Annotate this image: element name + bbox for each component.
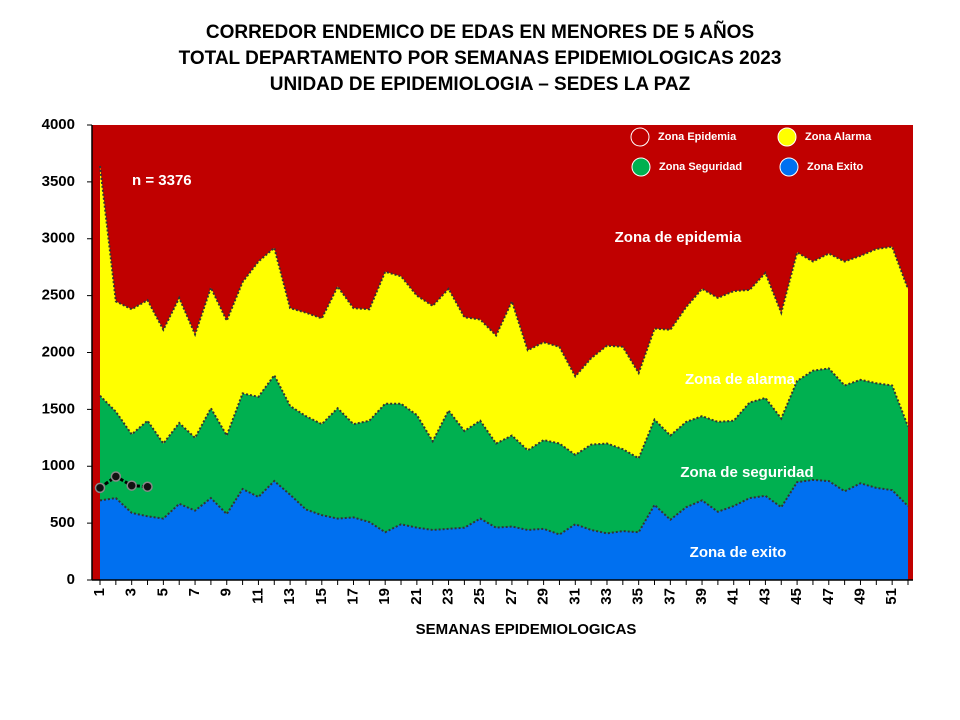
x-tick-label: 5	[154, 588, 171, 596]
x-tick-label: 11	[249, 588, 266, 604]
x-tick-label: 9	[218, 588, 235, 596]
x-tick-label: 13	[281, 588, 298, 605]
y-tick-label: 3500	[42, 173, 75, 190]
x-tick-label: 7	[186, 588, 203, 596]
x-tick-label: 21	[408, 588, 425, 605]
observed-point	[110, 471, 122, 482]
x-tick-label: 3	[123, 588, 140, 596]
x-tick-label: 29	[535, 588, 552, 605]
x-tick-label: 43	[756, 588, 773, 605]
x-tick-label: 41	[725, 588, 742, 605]
legend-label: Zona Alarma	[805, 131, 872, 143]
annotation: Zona de epidemia	[615, 229, 742, 246]
observed-point	[142, 481, 153, 492]
x-tick-label: 51	[883, 588, 900, 605]
legend-marker	[630, 127, 650, 147]
observed-point	[126, 480, 137, 491]
zone-boundary	[99, 367, 909, 460]
y-tick-label: 2000	[42, 343, 75, 360]
y-tick-label: 2500	[42, 287, 75, 304]
area-fill	[100, 479, 908, 580]
x-tick-label: 1	[91, 588, 108, 596]
annotation: Zona de seguridad	[680, 464, 813, 481]
legend-label: Zona Exito	[807, 161, 864, 173]
x-tick-label: 15	[313, 588, 330, 605]
x-tick-label: 49	[851, 588, 868, 605]
x-tick-label: 19	[376, 588, 393, 605]
annotation: n = 3376	[132, 172, 192, 189]
annotation: Zona de exito	[690, 544, 787, 561]
observed-line	[99, 474, 148, 490]
x-tick-label: 37	[661, 588, 678, 605]
chart-title: TOTAL DEPARTAMENTO POR SEMANAS EPIDEMIOL…	[179, 48, 782, 69]
x-tick-label: 17	[344, 588, 361, 605]
x-tick-label: 23	[440, 588, 457, 605]
x-tick-label: 33	[598, 588, 615, 605]
x-tick-label: 39	[693, 588, 710, 605]
chart-title: UNIDAD DE EPIDEMIOLOGIA – SEDES LA PAZ	[270, 74, 691, 95]
legend-marker	[777, 127, 797, 147]
x-tick-label: 45	[788, 588, 805, 605]
legend-marker	[779, 157, 799, 177]
legend-label: Zona Epidemia	[658, 131, 737, 143]
y-tick-label: 4000	[42, 116, 75, 133]
y-tick-label: 0	[67, 571, 75, 588]
x-tick-label: 47	[820, 588, 837, 605]
x-tick-label: 31	[566, 588, 583, 605]
x-axis-title: SEMANAS EPIDEMIOLOGICAS	[416, 621, 637, 638]
legend-label: Zona Seguridad	[659, 161, 742, 173]
x-tick-label: 35	[630, 588, 647, 605]
y-tick-label: 3000	[42, 230, 75, 247]
annotation: Zona de alarma	[685, 371, 796, 388]
x-tick-label: 25	[471, 588, 488, 605]
legend-marker	[631, 157, 651, 177]
y-tick-label: 500	[50, 514, 75, 531]
observed-point	[94, 482, 106, 494]
chart-title: CORREDOR ENDEMICO DE EDAS EN MENORES DE …	[206, 21, 754, 43]
zone-boundary	[99, 478, 909, 536]
x-tick-label: 27	[503, 588, 520, 605]
y-tick-label: 1000	[42, 457, 75, 474]
y-tick-label: 1500	[42, 400, 75, 417]
